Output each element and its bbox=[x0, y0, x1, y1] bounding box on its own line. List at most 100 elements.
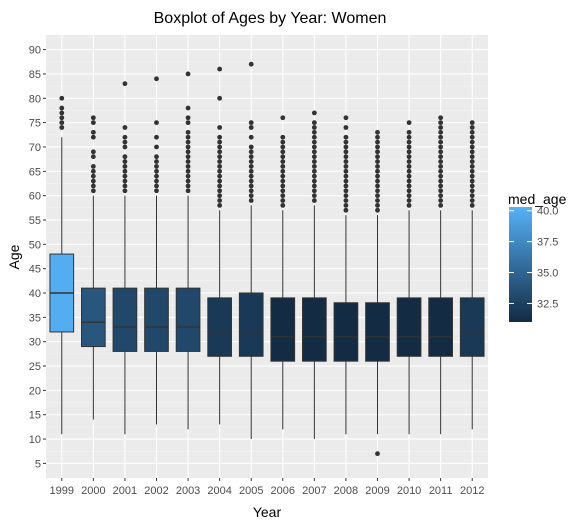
y-axis-label: Age bbox=[6, 244, 22, 269]
y-tick-label: 85 bbox=[29, 69, 41, 81]
outlier-point bbox=[438, 115, 444, 121]
outlier-point bbox=[280, 202, 286, 208]
outlier-point bbox=[406, 129, 412, 135]
legend-label: 40.0 bbox=[537, 206, 558, 218]
box-rect bbox=[396, 297, 422, 357]
box-1999 bbox=[49, 95, 75, 435]
outlier-point bbox=[375, 178, 380, 184]
chart-title: Boxplot of Ages by Year: Women bbox=[154, 10, 387, 27]
boxes-group bbox=[49, 61, 485, 457]
box-2000 bbox=[81, 115, 106, 420]
outlier-point bbox=[185, 154, 191, 160]
outlier-point bbox=[311, 154, 317, 160]
box-2003 bbox=[175, 71, 201, 430]
outlier-point bbox=[406, 149, 412, 155]
outlier-point bbox=[122, 168, 128, 174]
y-tick-label: 60 bbox=[29, 191, 41, 203]
outlier-point bbox=[343, 149, 349, 155]
outlier-point bbox=[406, 183, 412, 189]
outlier-point bbox=[185, 188, 191, 194]
outlier-point bbox=[185, 149, 191, 155]
box-2012 bbox=[459, 120, 485, 430]
outlier-point bbox=[280, 193, 286, 199]
outlier-point bbox=[217, 134, 223, 140]
outlier-point bbox=[280, 149, 286, 155]
outlier-point bbox=[438, 159, 444, 164]
grid-minor bbox=[46, 37, 488, 452]
outlier-point bbox=[406, 164, 412, 169]
outlier-point bbox=[248, 144, 254, 150]
outlier-point bbox=[154, 159, 159, 164]
outlier-point bbox=[122, 139, 128, 145]
outlier-point bbox=[122, 134, 128, 140]
y-tick-label: 55 bbox=[29, 215, 41, 227]
outlier-point bbox=[311, 139, 317, 145]
outlier-point bbox=[311, 134, 317, 140]
outlier-point bbox=[469, 183, 475, 189]
outlier-point bbox=[248, 178, 254, 184]
outlier-point bbox=[185, 139, 191, 145]
outlier-point bbox=[248, 120, 254, 126]
outlier-point bbox=[343, 188, 349, 194]
outlier-point bbox=[248, 164, 254, 169]
box-2008 bbox=[333, 115, 359, 435]
outlier-point bbox=[343, 178, 349, 184]
y-tick-label: 30 bbox=[29, 337, 41, 349]
outlier-point bbox=[59, 115, 65, 121]
outlier-point bbox=[375, 168, 380, 174]
outlier-point bbox=[311, 188, 317, 194]
outlier-point bbox=[438, 125, 444, 130]
outlier-point bbox=[343, 183, 349, 189]
outlier-point bbox=[438, 178, 444, 184]
outlier-point bbox=[438, 120, 444, 126]
outlier-point bbox=[375, 159, 380, 164]
outlier-point bbox=[311, 168, 317, 174]
legend-colorbar bbox=[509, 207, 532, 322]
outlier-point bbox=[122, 173, 128, 179]
outlier-point bbox=[375, 129, 380, 135]
outlier-point bbox=[406, 134, 412, 140]
outlier-point bbox=[438, 202, 444, 208]
outlier-point bbox=[375, 193, 380, 199]
outlier-point bbox=[248, 198, 254, 203]
outlier-point bbox=[217, 178, 223, 184]
legend-label: 35.0 bbox=[537, 268, 558, 280]
x-tick-label: 2000 bbox=[81, 485, 105, 497]
outlier-point bbox=[185, 129, 191, 135]
outlier-point bbox=[154, 164, 159, 169]
y-tick-label: 65 bbox=[29, 166, 41, 178]
outlier-point bbox=[311, 183, 317, 189]
outlier-point bbox=[248, 154, 254, 160]
y-tick-label: 35 bbox=[29, 312, 41, 324]
box-rect bbox=[144, 287, 169, 352]
x-tick-label: 2008 bbox=[334, 485, 358, 497]
outlier-point bbox=[343, 168, 349, 174]
box-rect bbox=[270, 297, 296, 362]
y-tick-label: 10 bbox=[29, 434, 41, 446]
outlier-point bbox=[311, 129, 317, 135]
outlier-point bbox=[59, 120, 65, 126]
outlier-point bbox=[311, 164, 317, 169]
y-axis-ticks: 5 10 15 20 25 30 35 40 45 50 55 60 65 70 75 80 85 90 bbox=[29, 45, 46, 470]
x-tick-label: 2001 bbox=[113, 485, 137, 497]
outlier-point bbox=[311, 144, 317, 150]
outlier-point bbox=[248, 168, 254, 174]
outlier-point bbox=[438, 139, 444, 145]
outlier-point bbox=[154, 134, 159, 140]
outlier-point bbox=[280, 173, 286, 179]
outlier-point bbox=[280, 115, 286, 121]
outlier-point bbox=[217, 202, 223, 208]
outlier-point bbox=[122, 183, 128, 189]
outlier-point bbox=[217, 139, 223, 145]
outlier-point bbox=[154, 178, 159, 184]
outlier-point bbox=[438, 129, 444, 135]
outlier-point bbox=[217, 125, 223, 130]
box-rect bbox=[207, 297, 232, 357]
outlier-point bbox=[469, 159, 475, 164]
outlier-point bbox=[185, 71, 191, 77]
outlier-point bbox=[217, 66, 223, 72]
outlier-point bbox=[185, 173, 191, 179]
outlier-point bbox=[185, 134, 191, 140]
outlier-point bbox=[438, 188, 444, 194]
